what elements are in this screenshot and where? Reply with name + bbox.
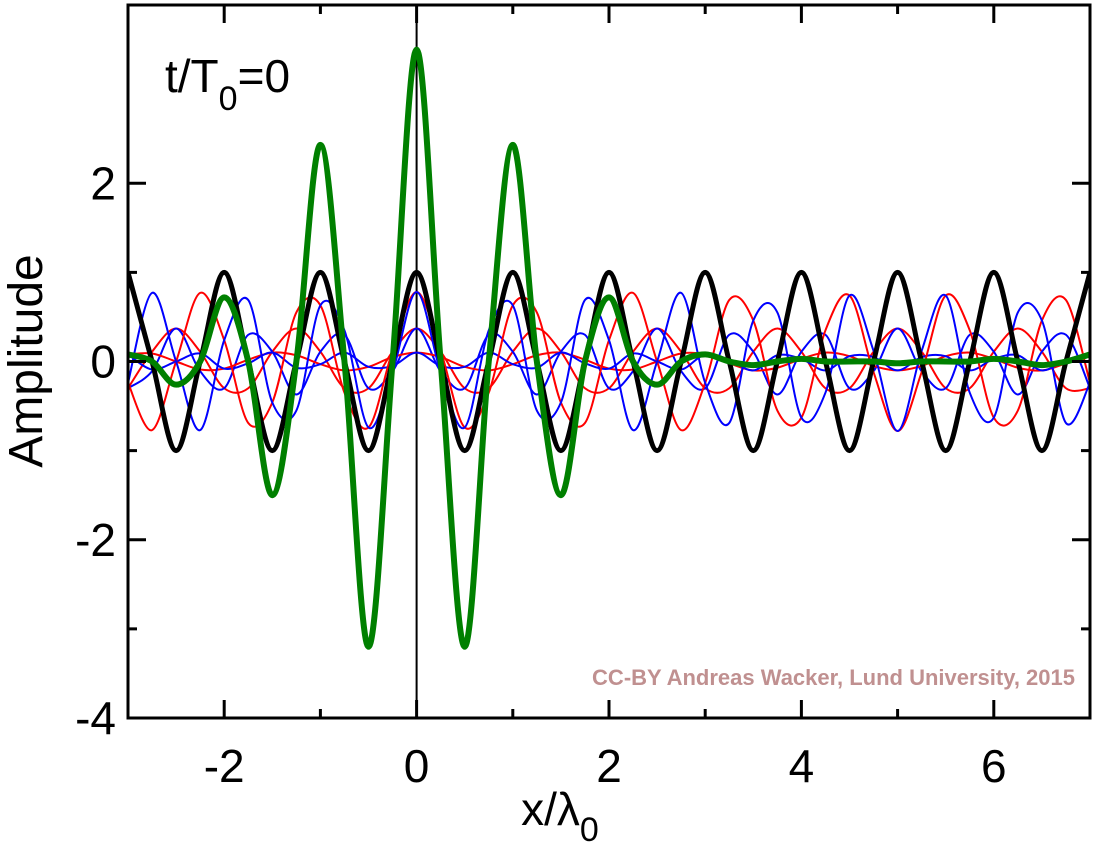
y-axis-label: Amplitude [0,254,53,467]
x-tick-label: 4 [789,740,815,792]
plot-area [128,5,1090,718]
y-tick-label: -2 [75,514,116,566]
y-tick-label: 2 [90,157,116,209]
credit: CC-BY Andreas Wacker, Lund University, 2… [592,665,1075,690]
series-line [128,351,1090,372]
x-label-text: x/λ [521,783,580,835]
x-label-sub: 0 [580,811,599,849]
annotation-after: =0 [238,50,290,102]
series-line [128,46,1090,650]
x-tick-label: -2 [204,740,245,792]
annotation-text: t/T [165,50,219,102]
x-tick-label: 6 [981,740,1007,792]
annotation: t/T0=0 [165,50,290,118]
y-tick-label: 0 [90,336,116,388]
x-tick-label: 0 [404,740,430,792]
y-tick-label: -4 [75,692,116,744]
annotation-sub: 0 [219,80,238,118]
x-tick-label: 2 [596,740,622,792]
x-axis-label: x/λ0 [521,783,599,849]
